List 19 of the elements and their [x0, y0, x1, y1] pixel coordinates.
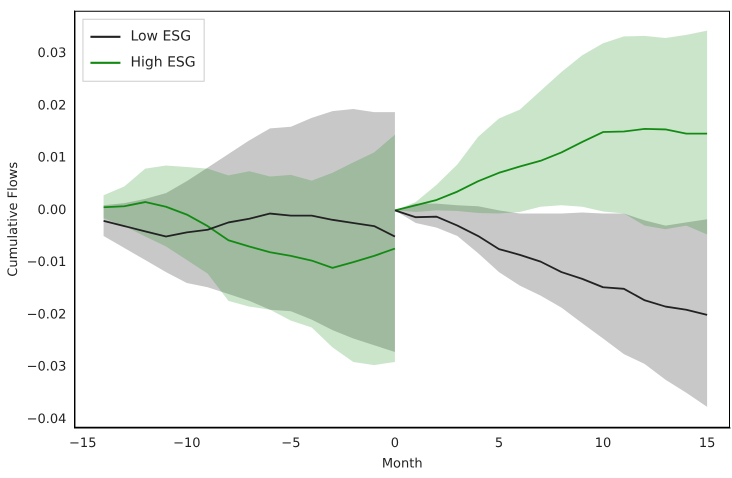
y-tick-label: 0.02 [37, 98, 66, 114]
legend-label: High ESG [130, 54, 196, 70]
x-tick-label: −15 [69, 436, 96, 451]
x-tick-label: −5 [281, 436, 300, 451]
x-axis-title: Month [382, 456, 423, 472]
x-tick-label: 15 [698, 436, 716, 451]
y-tick-label: 0.01 [37, 150, 66, 166]
x-tick-label: 0 [390, 436, 400, 451]
y-tick-label: −0.04 [26, 412, 66, 427]
y-tick-label: −0.03 [26, 360, 66, 375]
x-tick-label: 5 [494, 436, 504, 451]
y-tick-label: 0.03 [37, 46, 66, 62]
legend-label: Low ESG [130, 28, 192, 44]
x-tick-label: 10 [594, 436, 612, 451]
y-tick-label: 0.00 [37, 202, 66, 218]
x-tick-label: −10 [173, 436, 201, 451]
y-tick-label: −0.02 [26, 307, 66, 322]
y-axis-title: Cumulative Flows [6, 162, 22, 277]
y-tick-label: −0.01 [26, 255, 66, 270]
